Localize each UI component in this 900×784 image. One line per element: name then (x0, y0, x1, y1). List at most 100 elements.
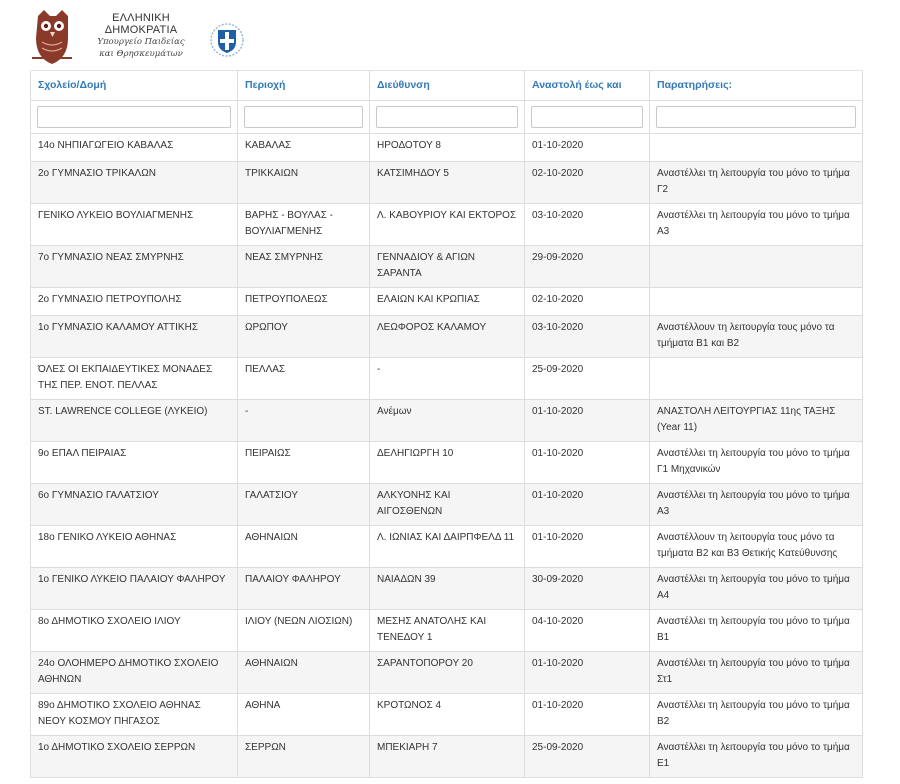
cell-address: ΚΡΟΤΩΝΟΣ 4 (369, 693, 525, 736)
cell-notes: Αναστέλλει τη λειτουργία του μόνο το τμή… (649, 735, 863, 778)
table-row: 1ο ΔΗΜΟΤΙΚΟ ΣΧΟΛΕΙΟ ΣΕΡΡΩΝ ΣΕΡΡΩΝ ΜΠΕΚΙΑΡΗ… (30, 735, 863, 778)
cell-notes: Αναστέλλει τη λειτουργία του μόνο το τμή… (649, 609, 863, 652)
filter-cell (369, 100, 525, 134)
cell-suspension-date: 03-10-2020 (524, 203, 650, 246)
table-row: ΌΛΕΣ ΟΙ ΕΚΠΑΙΔΕΥΤΙΚΕΣ ΜΟΝΑΔΕΣ ΤΗΣ ΠΕΡ. Ε… (30, 357, 863, 400)
cell-area: ΝΕΑΣ ΣΜΥΡΝΗΣ (237, 245, 370, 288)
cell-suspension-date: 04-10-2020 (524, 609, 650, 652)
cell-address: ΗΡΟΔΟΤΟΥ 8 (369, 133, 525, 162)
cell-notes: Αναστέλλουν τη λειτουργία τους μόνο τα τ… (649, 525, 863, 568)
cell-school: ST. LAWRENCE COLLEGE (ΛΥΚΕΙΟ) (30, 399, 238, 442)
cell-suspension-date: 02-10-2020 (524, 287, 650, 316)
cell-area: ΒΑΡΗΣ - ΒΟΥΛΑΣ - ΒΟΥΛΙΑΓΜΕΝΗΣ (237, 203, 370, 246)
column-header-school[interactable]: Σχολείο/Δομή (30, 70, 238, 101)
cell-notes (649, 245, 863, 288)
cell-suspension-date: 01-10-2020 (524, 399, 650, 442)
date-filter-input[interactable] (531, 106, 643, 128)
cell-address: ΕΛΑΙΩΝ ΚΑΙ ΚΡΩΠΙΑΣ (369, 287, 525, 316)
cell-area: ΠΕΛΛΑΣ (237, 357, 370, 400)
suspended-schools-table: Σχολείο/Δομή Περιοχή Διεύθυνση Αναστολή … (30, 70, 863, 778)
column-header-address[interactable]: Διεύθυνση (369, 70, 525, 101)
cell-notes: Αναστέλλει τη λειτουργία του μόνο το τμή… (649, 203, 863, 246)
cell-address: Λ. ΚΑΒΟΥΡΙΟΥ ΚΑΙ ΕΚΤΟΡΟΣ (369, 203, 525, 246)
table-row: 89ο ΔΗΜΟΤΙΚΟ ΣΧΟΛΕΙΟ ΑΘΗΝΑΣ ΝΕΟΥ ΚΟΣΜΟΥ … (30, 693, 863, 736)
table-row: 2ο ΓΥΜΝΑΣΙΟ ΠΕΤΡΟΥΠΟΛΗΣ ΠΕΤΡΟΥΠΟΛΕΩΣ ΕΛΑΙΩ… (30, 287, 863, 316)
address-filter-input[interactable] (376, 106, 518, 128)
table-row: 2ο ΓΥΜΝΑΣΙΟ ΤΡΙΚΑΛΩΝ ΤΡΙΚΚΑΙΩΝ ΚΑΤΣΙΜΗΔΟΥ … (30, 161, 863, 204)
table-header-row: Σχολείο/Δομή Περιοχή Διεύθυνση Αναστολή … (30, 70, 863, 101)
filter-cell (30, 100, 238, 134)
cell-notes: Αναστέλλει τη λειτουργία του μόνο το τμή… (649, 161, 863, 204)
cell-notes: Αναστέλλει τη λειτουργία του μόνο το τμή… (649, 567, 863, 610)
table-row: 1ο ΓΕΝΙΚΟ ΛΥΚΕΙΟ ΠΑΛΑΙΟΥ ΦΑΛΗΡΟΥ ΠΑΛΑΙΟΥ … (30, 567, 863, 610)
cell-area: ΓΑΛΑΤΣΙΟΥ (237, 483, 370, 526)
cell-area: ΤΡΙΚΚΑΙΩΝ (237, 161, 370, 204)
ministry-subtitle-1: Υπουργείο Παιδείας (97, 37, 185, 47)
cell-area: ΑΘΗΝΑΙΩΝ (237, 651, 370, 694)
table-row: 6ο ΓΥΜΝΑΣΙΟ ΓΑΛΑΤΣΙΟΥ ΓΑΛΑΤΣΙΟΥ ΑΛΚΥΟΝΗΣ Κ… (30, 483, 863, 526)
cell-address: ΔΕΛΗΓΙΩΡΓΗ 10 (369, 441, 525, 484)
cell-address: Ανέμων (369, 399, 525, 442)
column-header-suspension-date[interactable]: Αναστολή έως και (524, 70, 650, 101)
cell-school: 1ο ΓΕΝΙΚΟ ΛΥΚΕΙΟ ΠΑΛΑΙΟΥ ΦΑΛΗΡΟΥ (30, 567, 238, 610)
cell-suspension-date: 01-10-2020 (524, 693, 650, 736)
notes-filter-input[interactable] (656, 106, 856, 128)
cell-suspension-date: 02-10-2020 (524, 161, 650, 204)
cell-school: 14ο ΝΗΠΙΑΓΩΓΕΙΟ ΚΑΒΑΛΑΣ (30, 133, 238, 162)
school-filter-input[interactable] (37, 106, 231, 128)
cell-school: 24ο ΟΛΟΗΜΕΡΟ ΔΗΜΟΤΙΚΟ ΣΧΟΛΕΙΟ ΑΘΗΝΩΝ (30, 651, 238, 694)
cell-school: 1ο ΓΥΜΝΑΣΙΟ ΚΑΛΑΜΟΥ ΑΤΤΙΚΗΣ (30, 315, 238, 358)
cell-school: 6ο ΓΥΜΝΑΣΙΟ ΓΑΛΑΤΣΙΟΥ (30, 483, 238, 526)
table-row: 7ο ΓΥΜΝΑΣΙΟ ΝΕΑΣ ΣΜΥΡΝΗΣ ΝΕΑΣ ΣΜΥΡΝΗΣ ΓΕΝΝ… (30, 245, 863, 288)
cell-address: ΛΕΩΦΟΡΟΣ ΚΑΛΑΜΟΥ (369, 315, 525, 358)
cell-suspension-date: 01-10-2020 (524, 483, 650, 526)
table-row: 9ο ΕΠΑΛ ΠΕΙΡΑΙΑΣ ΠΕΙΡΑΙΩΣ ΔΕΛΗΓΙΩΡΓΗ 10 01-… (30, 441, 863, 484)
cell-suspension-date: 25-09-2020 (524, 357, 650, 400)
table-row: 24ο ΟΛΟΗΜΕΡΟ ΔΗΜΟΤΙΚΟ ΣΧΟΛΕΙΟ ΑΘΗΝΩΝ ΑΘΗΝ… (30, 651, 863, 694)
cell-notes: ΑΝΑΣΤΟΛΗ ΛΕΙΤΟΥΡΓΙΑΣ 11ης ΤΑΞΗΣ (Year 11… (649, 399, 863, 442)
cell-address: Λ. ΙΩΝΙΑΣ ΚΑΙ ΔΑΙΡΠΦΕΛΔ 11 (369, 525, 525, 568)
cell-notes (649, 133, 863, 162)
cell-school: 8ο ΔΗΜΟΤΙΚΟ ΣΧΟΛΕΙΟ ΙΛΙΟΥ (30, 609, 238, 652)
filter-cell (237, 100, 370, 134)
ministry-title: ΕΛΛΗΝΙΚΗ ΔΗΜΟΚΡΑΤΙΑ (104, 12, 178, 36)
cell-address: ΝΑΙΑΔΩΝ 39 (369, 567, 525, 610)
cell-notes: Αναστέλλει τη λειτουργία του μόνο το τμή… (649, 651, 863, 694)
cell-area: ΑΘΗΝΑ (237, 693, 370, 736)
table-row: 8ο ΔΗΜΟΤΙΚΟ ΣΧΟΛΕΙΟ ΙΛΙΟΥ ΙΛΙΟΥ (ΝΕΩΝ ΛΙΟ… (30, 609, 863, 652)
ministry-subtitle-2: και Θρησκευμάτων (99, 49, 183, 59)
cell-notes: Αναστέλλει τη λειτουργία του μόνο το τμή… (649, 483, 863, 526)
cell-area: ΑΘΗΝΑΙΩΝ (237, 525, 370, 568)
cell-school: 89ο ΔΗΜΟΤΙΚΟ ΣΧΟΛΕΙΟ ΑΘΗΝΑΣ ΝΕΟΥ ΚΟΣΜΟΥ … (30, 693, 238, 736)
cell-notes: Αναστέλλουν τη λειτουργία τους μόνο τα τ… (649, 315, 863, 358)
cell-area: ΠΕΙΡΑΙΩΣ (237, 441, 370, 484)
cell-suspension-date: 01-10-2020 (524, 133, 650, 162)
cell-address: - (369, 357, 525, 400)
column-header-notes[interactable]: Παρατηρήσεις: (649, 70, 863, 101)
cell-address: ΜΠΕΚΙΑΡΗ 7 (369, 735, 525, 778)
cell-notes: Αναστέλλει τη λειτουργία του μόνο το τμή… (649, 693, 863, 736)
cell-suspension-date: 29-09-2020 (524, 245, 650, 288)
table-row: ST. LAWRENCE COLLEGE (ΛΥΚΕΙΟ) - Ανέμων 01-1… (30, 399, 863, 442)
cell-suspension-date: 01-10-2020 (524, 651, 650, 694)
cell-suspension-date: 25-09-2020 (524, 735, 650, 778)
cell-notes (649, 287, 863, 316)
cell-school: 2ο ΓΥΜΝΑΣΙΟ ΠΕΤΡΟΥΠΟΛΗΣ (30, 287, 238, 316)
cell-school: 1ο ΔΗΜΟΤΙΚΟ ΣΧΟΛΕΙΟ ΣΕΡΡΩΝ (30, 735, 238, 778)
cell-school: 18ο ΓΕΝΙΚΟ ΛΥΚΕΙΟ ΑΘΗΝΑΣ (30, 525, 238, 568)
owl-logo-icon (32, 10, 72, 64)
ministry-name: ΕΛΛΗΝΙΚΗ ΔΗΜΟΚΡΑΤΙΑ Υπουργείο Παιδείας κ… (76, 12, 206, 60)
cell-area: ΩΡΩΠΟΥ (237, 315, 370, 358)
cell-suspension-date: 01-10-2020 (524, 525, 650, 568)
table-row: 1ο ΓΥΜΝΑΣΙΟ ΚΑΛΑΜΟΥ ΑΤΤΙΚΗΣ ΩΡΩΠΟΥ ΛΕΩΦΟΡΟ… (30, 315, 863, 358)
page-header: ΕΛΛΗΝΙΚΗ ΔΗΜΟΚΡΑΤΙΑ Υπουργείο Παιδείας κ… (0, 0, 900, 70)
cell-school: ΌΛΕΣ ΟΙ ΕΚΠΑΙΔΕΥΤΙΚΕΣ ΜΟΝΑΔΕΣ ΤΗΣ ΠΕΡ. Ε… (30, 357, 238, 400)
cell-area: ΚΑΒΑΛΑΣ (237, 133, 370, 162)
cell-school: 9ο ΕΠΑΛ ΠΕΙΡΑΙΑΣ (30, 441, 238, 484)
column-header-area[interactable]: Περιοχή (237, 70, 370, 101)
cell-area: ΠΑΛΑΙΟΥ ΦΑΛΗΡΟΥ (237, 567, 370, 610)
area-filter-input[interactable] (244, 106, 363, 128)
cell-suspension-date: 30-09-2020 (524, 567, 650, 610)
cell-area: ΣΕΡΡΩΝ (237, 735, 370, 778)
cell-address: ΓΕΝΝΑΔΙΟΥ & ΑΓΙΩΝ ΣΑΡΑΝΤΑ (369, 245, 525, 288)
